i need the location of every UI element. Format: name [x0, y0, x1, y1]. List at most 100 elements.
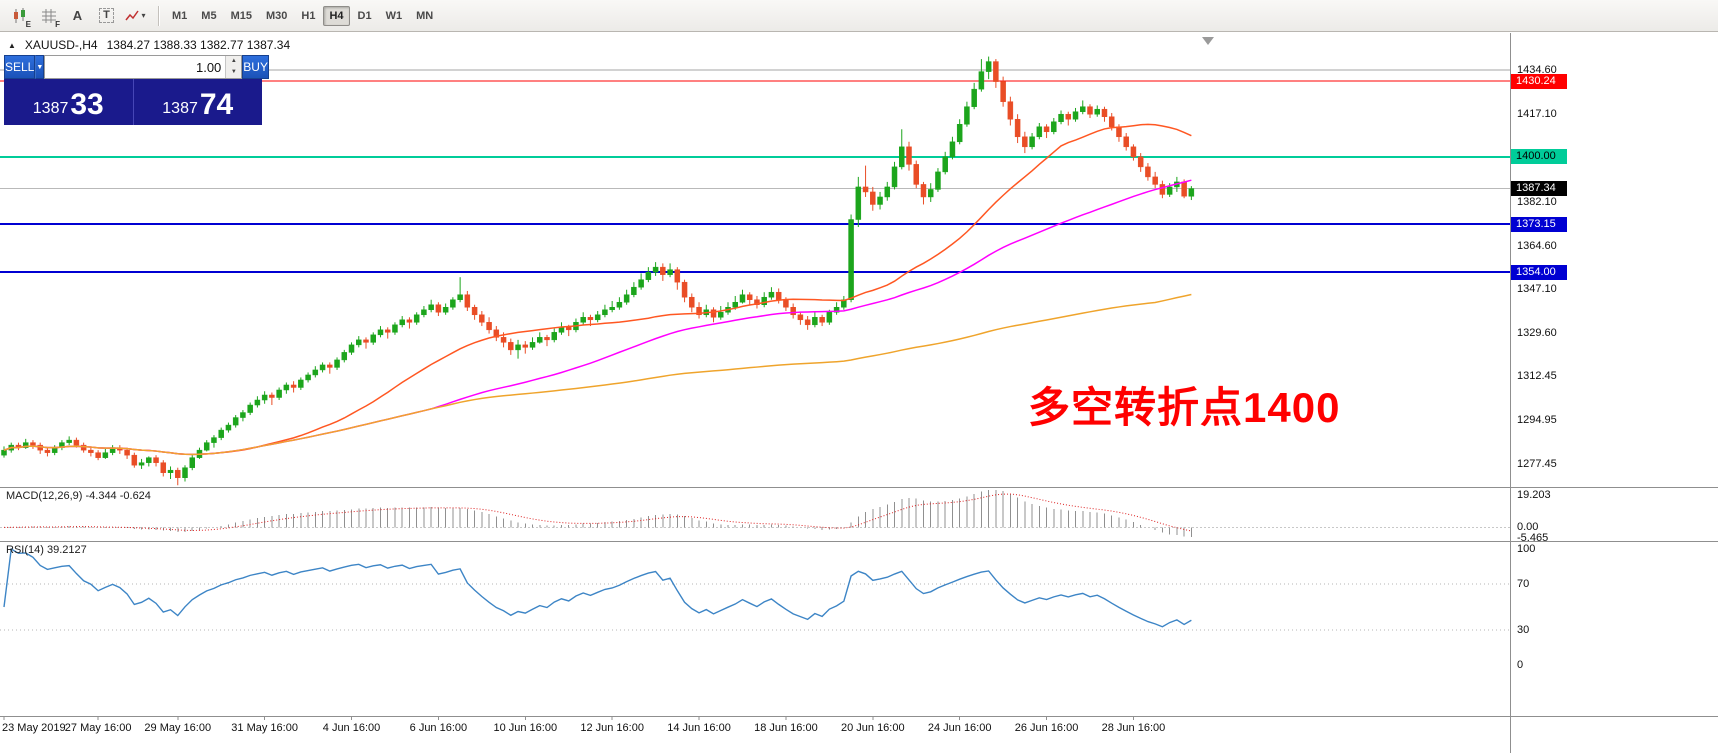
candle-bear — [1159, 184, 1166, 195]
candle-bear — [1087, 106, 1093, 115]
candle-bear — [870, 191, 876, 205]
price-level-badge: 1354.00 — [1511, 264, 1567, 280]
candle-bull — [631, 286, 637, 295]
rsi-axis-label: 100 — [1517, 543, 1536, 555]
candle-bear — [160, 462, 167, 473]
candle-bear — [783, 299, 789, 308]
candle-bull — [891, 166, 898, 188]
candle-bear — [1123, 136, 1129, 148]
volume-increase-button[interactable]: ▲ — [226, 56, 242, 67]
candle-bull — [225, 424, 232, 431]
candle-bear — [269, 394, 275, 398]
candle-bull — [138, 462, 145, 466]
candle-bull — [623, 294, 630, 303]
timeframe-button-m15[interactable]: M15 — [225, 6, 258, 26]
candle-bull — [1072, 111, 1079, 120]
candle-bear — [175, 469, 181, 478]
candle-bull — [341, 352, 348, 361]
candle-bear — [1130, 146, 1137, 158]
candle-bull — [211, 437, 217, 443]
timeframe-button-w1[interactable]: W1 — [380, 6, 409, 26]
indicators-dropdown-icon[interactable]: ▾ — [122, 4, 149, 28]
buy-price[interactable]: 1387 74 — [134, 79, 263, 125]
volume-spinner: ▲ ▼ — [225, 56, 242, 78]
timeframe-button-mn[interactable]: MN — [410, 6, 439, 26]
candle-bear — [544, 337, 550, 341]
candle-bull — [189, 457, 195, 468]
candle-bull — [877, 196, 883, 205]
candle-bear — [1181, 181, 1187, 197]
candle-bear — [363, 339, 369, 343]
sell-price-base: 1387 — [32, 100, 69, 117]
candle-bull — [761, 296, 767, 305]
candle-bull — [203, 442, 210, 451]
candle-bull — [833, 307, 840, 313]
timeframe-button-m1[interactable]: M1 — [166, 6, 193, 26]
candle-bull — [537, 337, 543, 343]
timeframe-button-h4[interactable]: H4 — [323, 5, 350, 26]
candle-bull — [884, 186, 891, 198]
volume-decrease-button[interactable]: ▼ — [226, 67, 242, 78]
time-axis-label: 27 May 16:00 — [64, 722, 132, 734]
candle-bull — [51, 447, 58, 453]
candle-bear — [710, 309, 717, 318]
candle-bull — [978, 71, 985, 90]
candles-glyph — [13, 7, 25, 23]
candle-bull — [66, 439, 72, 443]
candle-bull — [652, 266, 659, 273]
candle-bull — [261, 394, 268, 401]
candle-bull — [1029, 136, 1035, 148]
time-axis-label: 26 Jun 16:00 — [1014, 722, 1079, 734]
candle-bull — [182, 467, 188, 478]
cursor-tool-icon[interactable]: A — [64, 4, 91, 28]
timeframe-button-m30[interactable]: M30 — [260, 6, 293, 26]
volume-input[interactable] — [45, 56, 226, 78]
grid-icon[interactable]: F — [35, 4, 62, 29]
symbol-period-label: XAUUSD-,H4 — [24, 38, 98, 52]
candle-bull — [1051, 121, 1057, 133]
candle-bull — [1080, 106, 1086, 112]
buy-button[interactable]: BUY — [242, 55, 269, 79]
indicator-glyph — [125, 10, 140, 21]
sell-button[interactable]: SELL — [4, 55, 36, 79]
candle-bull — [22, 442, 29, 448]
volume-dropdown-button[interactable]: ▼ — [35, 55, 45, 79]
candle-bull — [768, 291, 775, 298]
trade-buttons-row: SELL ▼ ▲ ▼ BUY — [4, 55, 269, 79]
candle-bear — [906, 146, 912, 165]
candle-bull — [812, 317, 818, 326]
timeframe-button-m5[interactable]: M5 — [195, 6, 222, 26]
macd-values: -4.344 -0.624 — [85, 490, 151, 502]
candle-bull — [283, 384, 290, 391]
candle-bull — [428, 304, 434, 311]
candle-bull — [305, 374, 311, 381]
candlestick-chart-icon[interactable]: E — [6, 4, 33, 29]
grid-glyph — [41, 8, 56, 23]
price-axis-label: 1329.60 — [1517, 327, 1557, 340]
candle-bull — [1058, 113, 1064, 122]
candle-bull — [927, 189, 934, 198]
candle-bear — [493, 329, 500, 338]
candle-bull — [609, 307, 615, 311]
price-axis-label: 1312.45 — [1517, 370, 1557, 383]
time-axis-label: 29 May 16:00 — [144, 722, 212, 734]
icon-badge: F — [55, 19, 60, 29]
sell-price-pips: 33 — [70, 88, 104, 121]
candle-bear — [1022, 136, 1028, 148]
timeframe-button-h1[interactable]: H1 — [295, 6, 321, 26]
candle-bear — [862, 186, 869, 193]
toolbar: E F A T ▾ M1 M5 M15 M30 H1 H4 D1 W1 MN — [0, 0, 1718, 32]
candle-bear — [681, 281, 688, 298]
candle-bull — [298, 379, 304, 388]
candle-bear — [131, 454, 138, 466]
candle-bull — [450, 299, 456, 308]
timeframe-button-d1[interactable]: D1 — [352, 6, 378, 26]
candle-bear — [327, 364, 333, 368]
time-axis-label: 10 Jun 16:00 — [493, 722, 558, 734]
sell-price[interactable]: 1387 33 — [4, 79, 133, 125]
text-tool-icon[interactable]: T — [93, 4, 120, 28]
candle-bear — [775, 291, 782, 300]
candle-bear — [1014, 118, 1021, 138]
time-axis-label: 18 Jun 16:00 — [754, 722, 818, 734]
